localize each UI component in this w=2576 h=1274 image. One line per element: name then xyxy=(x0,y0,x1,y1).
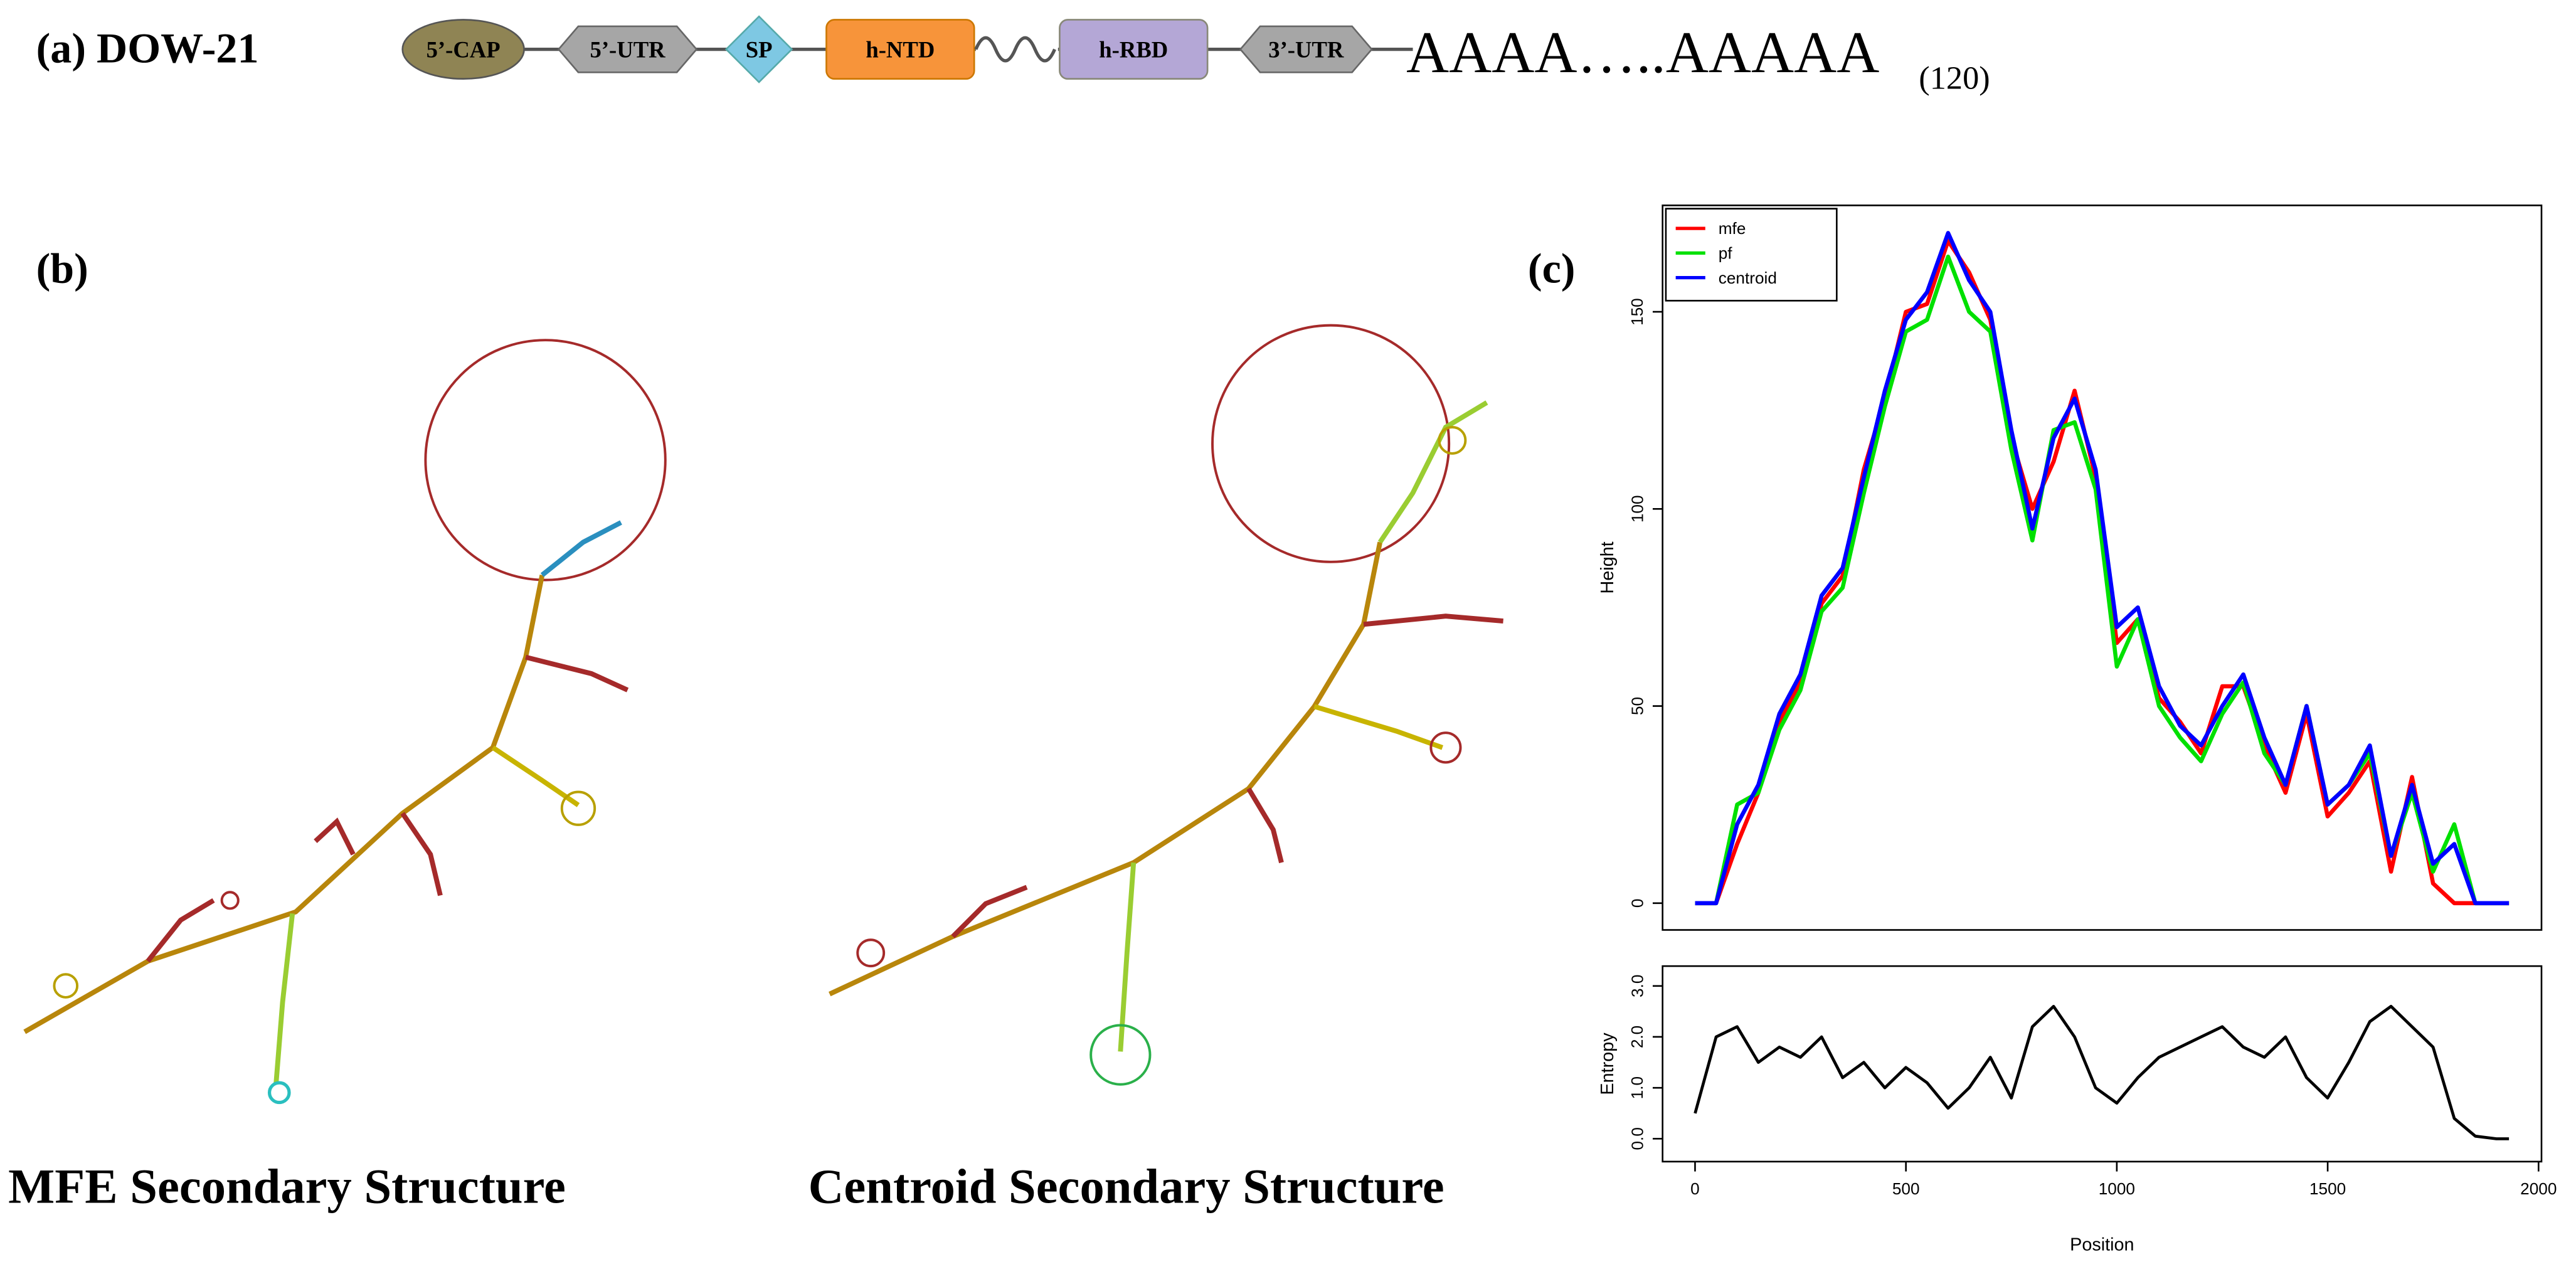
x-tick-label: 0 xyxy=(1690,1179,1700,1198)
element-label: h-NTD xyxy=(866,37,935,63)
plot-frame xyxy=(1662,204,2543,931)
x-tick-label: 1000 xyxy=(2099,1179,2135,1198)
element-label: h-RBD xyxy=(1099,37,1168,63)
x-tick-label: 500 xyxy=(1892,1179,1920,1198)
y-tick-label: 0 xyxy=(1628,898,1646,908)
panel-label: (c) xyxy=(1528,245,1576,292)
rbd-shape xyxy=(1059,19,1209,80)
mfe-structure xyxy=(23,339,667,1105)
plot-frame xyxy=(1662,965,2543,1163)
element-label: SP xyxy=(746,37,773,63)
y-tick-label: 100 xyxy=(1628,495,1646,523)
element-label: 5’-UTR xyxy=(590,37,665,63)
y-tick-label: 1.0 xyxy=(1628,1076,1646,1099)
x-axis-label: Position xyxy=(2070,1234,2134,1255)
plots: 0 50 100 150 Height mfe pf centroid 0.0 1.0 2.0 3.0… xyxy=(1598,204,2557,1255)
utr-shape xyxy=(557,25,698,73)
panel-label: (b) xyxy=(36,245,88,292)
series-line xyxy=(1695,238,2510,906)
caption: MFE Secondary Structure xyxy=(8,1159,566,1213)
y-tick-label: 50 xyxy=(1628,697,1646,715)
y-tick-label: 3.0 xyxy=(1628,975,1646,997)
element-label: 3’-UTR xyxy=(1268,37,1344,63)
x-tick-label: 1500 xyxy=(2309,1179,2346,1198)
poly-a-tail: AAAA…..AAAAA xyxy=(1406,20,1879,85)
caption: Centroid Secondary Structure xyxy=(808,1159,1444,1213)
legend-label: pf xyxy=(1719,244,1733,263)
legend-label: centroid xyxy=(1719,268,1777,287)
ntd-shape xyxy=(825,19,975,80)
y-tick-label: 2.0 xyxy=(1628,1026,1646,1048)
panel-label: (a) DOW-21 xyxy=(36,24,259,72)
series-line xyxy=(1693,1004,2510,1140)
legend-label: mfe xyxy=(1719,219,1746,238)
cap-shape xyxy=(401,19,525,80)
series-line xyxy=(1695,254,2510,906)
y-axis-label: Height xyxy=(1598,541,1618,593)
y-tick-label: 150 xyxy=(1628,298,1646,326)
y-axis-label: Entropy xyxy=(1598,1032,1618,1095)
utr-shape xyxy=(1239,25,1373,73)
sp-shape xyxy=(724,15,793,83)
linker xyxy=(974,36,1056,63)
x-tick-label: 2000 xyxy=(2520,1179,2557,1198)
poly-a-count: (120) xyxy=(1919,60,1990,96)
y-tick-label: 0.0 xyxy=(1628,1127,1646,1150)
element-label: 5’-CAP xyxy=(427,37,501,63)
series-line xyxy=(1695,231,2510,906)
centroid-structure xyxy=(829,324,1503,1086)
